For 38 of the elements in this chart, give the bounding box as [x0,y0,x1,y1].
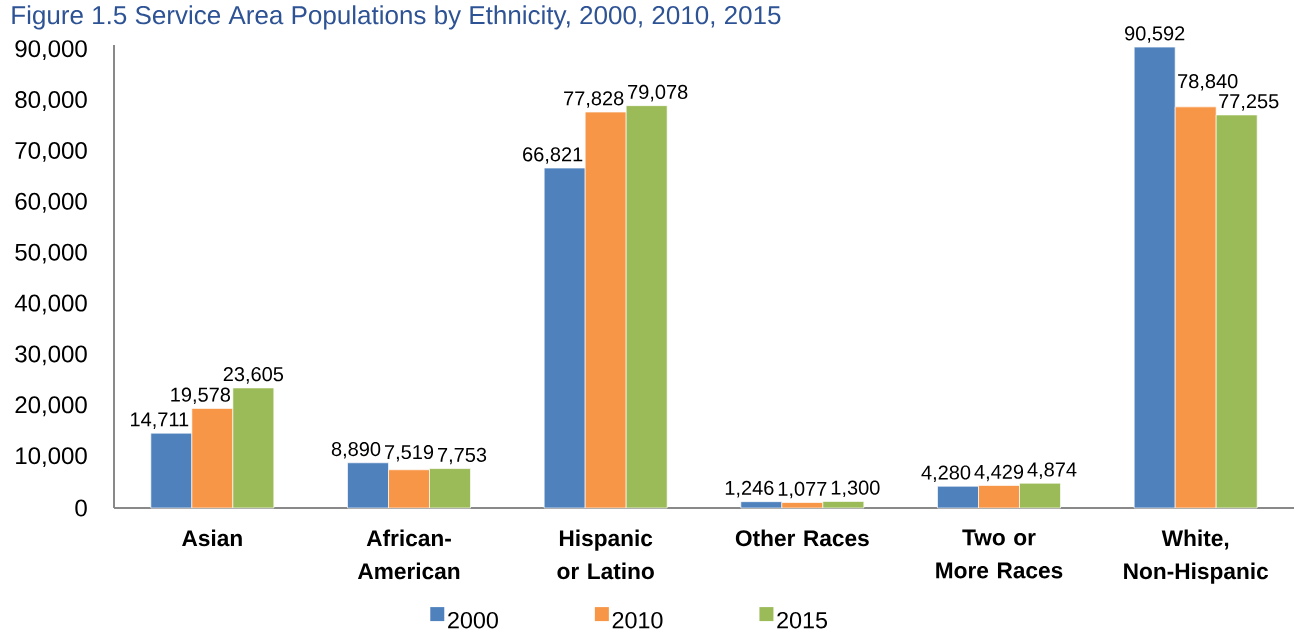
data-label: 79,078 [628,84,688,102]
legend-label: 2010 [612,611,663,629]
data-label: 8,890 [331,441,381,459]
data-label: 78,840 [1178,74,1238,91]
data-label: 77,828 [564,91,624,108]
data-label: 14,711 [131,412,189,429]
y-tick-label: 20,000 [15,396,87,417]
x-tick-label: Asian [182,529,242,547]
y-tick-label: 90,000 [15,40,87,60]
y-tick-label: 30,000 [15,345,87,366]
data-label: 4,280 [921,465,971,482]
x-tick-label: Two or More Races [936,529,1063,579]
data-label: 90,592 [1125,26,1185,43]
data-label: 19,578 [171,387,231,405]
x-tick-label: Hispanic or Latino [557,529,654,580]
legend-label: 2015 [777,611,828,629]
data-label: 1,300 [831,480,880,498]
y-tick-label: 0 [75,499,87,517]
y-tick-label: 50,000 [15,243,87,264]
y-tick-label: 60,000 [15,192,87,213]
data-label: 77,255 [1219,94,1279,111]
data-label: 4,874 [1027,462,1077,479]
y-tick-label: 10,000 [16,447,87,468]
data-label: 7,519 [385,444,434,462]
data-label: 4,429 [974,464,1024,482]
x-tick-label: Other Races [735,529,869,547]
data-label: 7,753 [438,447,487,465]
data-label: 23,605 [223,367,284,384]
chart-title: Figure 1.5 Service Area Populations by Ethnicity, 2000, 2010, 2015 [12,5,781,30]
data-label: 66,821 [523,147,583,164]
x-tick-label: African-American [357,529,460,580]
legend-label: 2000 [448,611,498,629]
y-tick-label: 70,000 [15,141,87,162]
y-tick-label: 80,000 [15,91,87,111]
data-label: 1,246 [725,480,774,498]
y-tick-label: 40,000 [14,294,87,315]
data-label: 1,077 [778,481,827,499]
x-tick-label: White, Non-Hispanic [1124,529,1269,584]
